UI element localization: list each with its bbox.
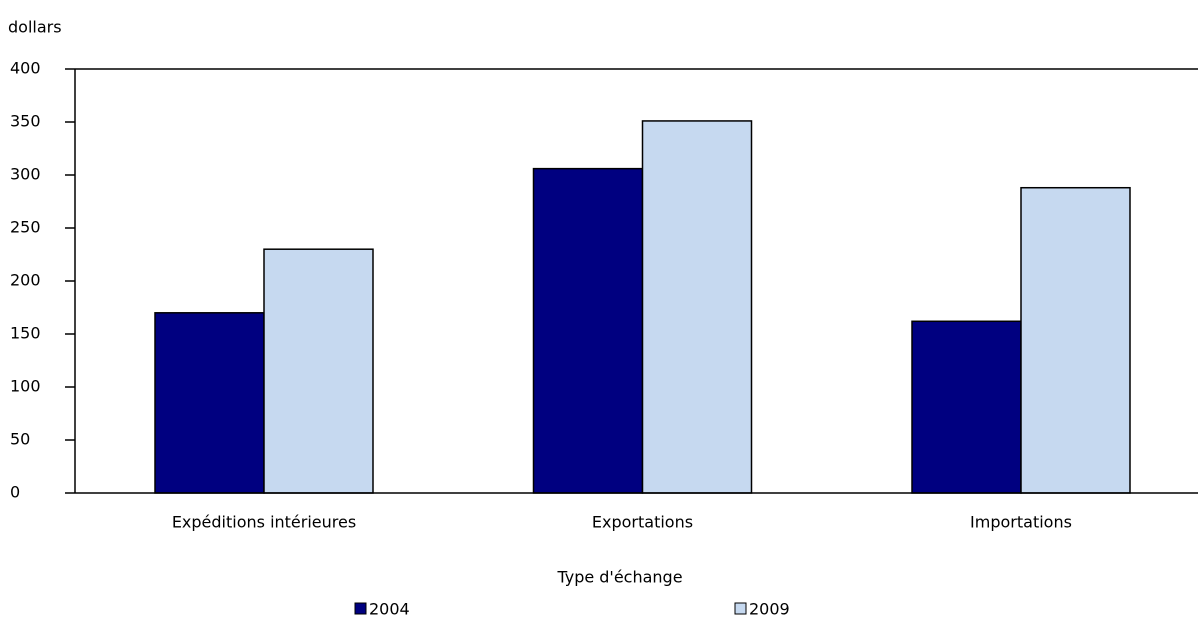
legend-swatch <box>734 602 747 615</box>
y-tick-label: 150 <box>10 324 41 343</box>
bar <box>532 167 644 494</box>
bar <box>911 320 1022 494</box>
bar <box>641 120 753 494</box>
y-tick-label: 300 <box>10 165 41 184</box>
legend-label: 2004 <box>369 600 410 619</box>
legend-swatch <box>354 602 367 615</box>
y-tick-label: 350 <box>10 112 41 131</box>
x-axis-title: Type d'échange <box>556 568 682 587</box>
x-tick-label: Expéditions intérieures <box>172 513 356 532</box>
bar <box>263 248 374 494</box>
y-axis-title: dollars <box>8 18 62 37</box>
x-tick-label: Exportations <box>592 513 693 532</box>
legend-label: 2009 <box>749 600 790 619</box>
y-tick-label: 200 <box>10 271 41 290</box>
y-tick-label: 0 <box>10 483 20 502</box>
y-tick-label: 250 <box>10 218 41 237</box>
bar <box>154 312 265 494</box>
bar <box>1020 186 1131 494</box>
y-tick-label: 400 <box>10 59 41 78</box>
y-tick-label: 50 <box>10 430 30 449</box>
x-tick-label: Importations <box>970 513 1072 532</box>
y-tick-label: 100 <box>10 377 41 396</box>
